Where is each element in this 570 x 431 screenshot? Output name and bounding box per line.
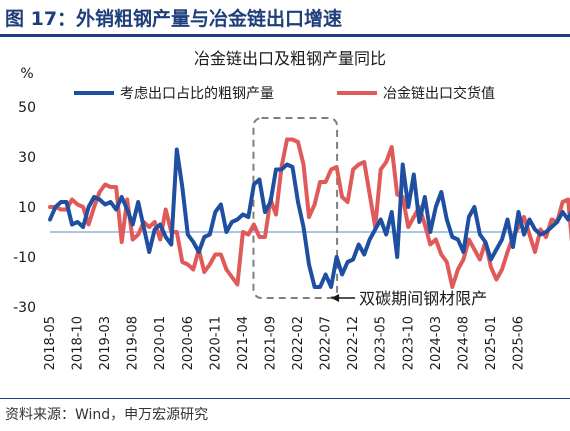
x-tick-label: 2023-05 (374, 316, 389, 370)
x-tick-label: 2022-12 (346, 316, 361, 370)
x-tick-label: 2023-10 (401, 316, 416, 370)
bottom-rule (0, 398, 570, 399)
x-tick-label: 2019-03 (98, 316, 113, 370)
x-tick-label: 2020-06 (181, 316, 196, 370)
y-axis-label: % (20, 66, 33, 82)
line-chart: 冶金链出口及粗钢产量同比 % 考虑出口占比的粗钢产量 冶金链出口交货值 -30 -1… (13, 49, 570, 370)
x-tick-label: 2022-02 (291, 316, 306, 370)
x-tick-label: 2025-06 (511, 316, 526, 370)
y-axis-ticks: -30 -10 10 30 50 (13, 100, 36, 316)
x-tick-label: 2021-09 (263, 316, 278, 370)
x-tick-label: 2024-03 (429, 316, 444, 370)
x-tick-label: 2020-11 (208, 316, 223, 370)
x-tick-label: 2018-10 (71, 316, 86, 370)
y-tick-label: 30 (18, 150, 36, 166)
x-tick-label: 2021-04 (236, 316, 251, 370)
x-tick-label: 2025-01 (484, 316, 499, 370)
legend-label: 冶金链出口交货值 (383, 85, 495, 102)
y-tick-label: -10 (13, 250, 36, 266)
legend-label: 考虑出口占比的粗钢产量 (120, 86, 274, 102)
x-tick-label: 2024-08 (456, 316, 471, 370)
annotation-layer: 双碳期间钢材限产 (252, 117, 487, 308)
title-rule (0, 34, 570, 37)
series-layer (48, 137, 570, 289)
figure-header: 图 17：外销粗钢产量与冶金链出口增速 (0, 0, 570, 40)
source-note: 资料来源：Wind，申万宏源研究 (5, 407, 209, 423)
series-line (48, 147, 570, 289)
legend: 考虑出口占比的粗钢产量 冶金链出口交货值 (74, 85, 495, 102)
y-tick-label: -30 (13, 300, 36, 316)
x-tick-label: 2022-07 (319, 316, 334, 370)
annotation-arrowhead (331, 294, 340, 302)
annotation-text: 双碳期间钢材限产 (359, 289, 487, 308)
y-tick-label: 10 (18, 200, 36, 216)
x-tick-label: 2018-05 (43, 316, 58, 370)
annotation-box (252, 117, 339, 299)
x-axis-ticks: 2018-05 2018-10 2019-03 2019-08 2020-01 2020-… (43, 316, 526, 370)
y-tick-label: 50 (18, 100, 36, 116)
x-tick-label: 2019-08 (126, 316, 141, 370)
x-tick-label: 2020-01 (153, 316, 168, 370)
figure-title: 图 17：外销粗钢产量与冶金链出口增速 (5, 8, 343, 30)
chart-title: 冶金链出口及粗钢产量同比 (194, 49, 386, 68)
